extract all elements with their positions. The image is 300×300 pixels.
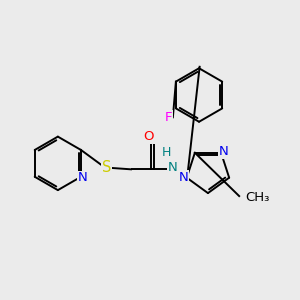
Text: S: S <box>102 160 112 175</box>
Text: N: N <box>167 161 177 174</box>
Text: N: N <box>78 171 88 184</box>
Text: N: N <box>178 171 188 184</box>
Text: F: F <box>165 111 172 124</box>
Text: O: O <box>143 130 154 143</box>
Text: CH₃: CH₃ <box>245 191 269 204</box>
Text: H: H <box>162 146 171 160</box>
Text: N: N <box>219 145 229 158</box>
